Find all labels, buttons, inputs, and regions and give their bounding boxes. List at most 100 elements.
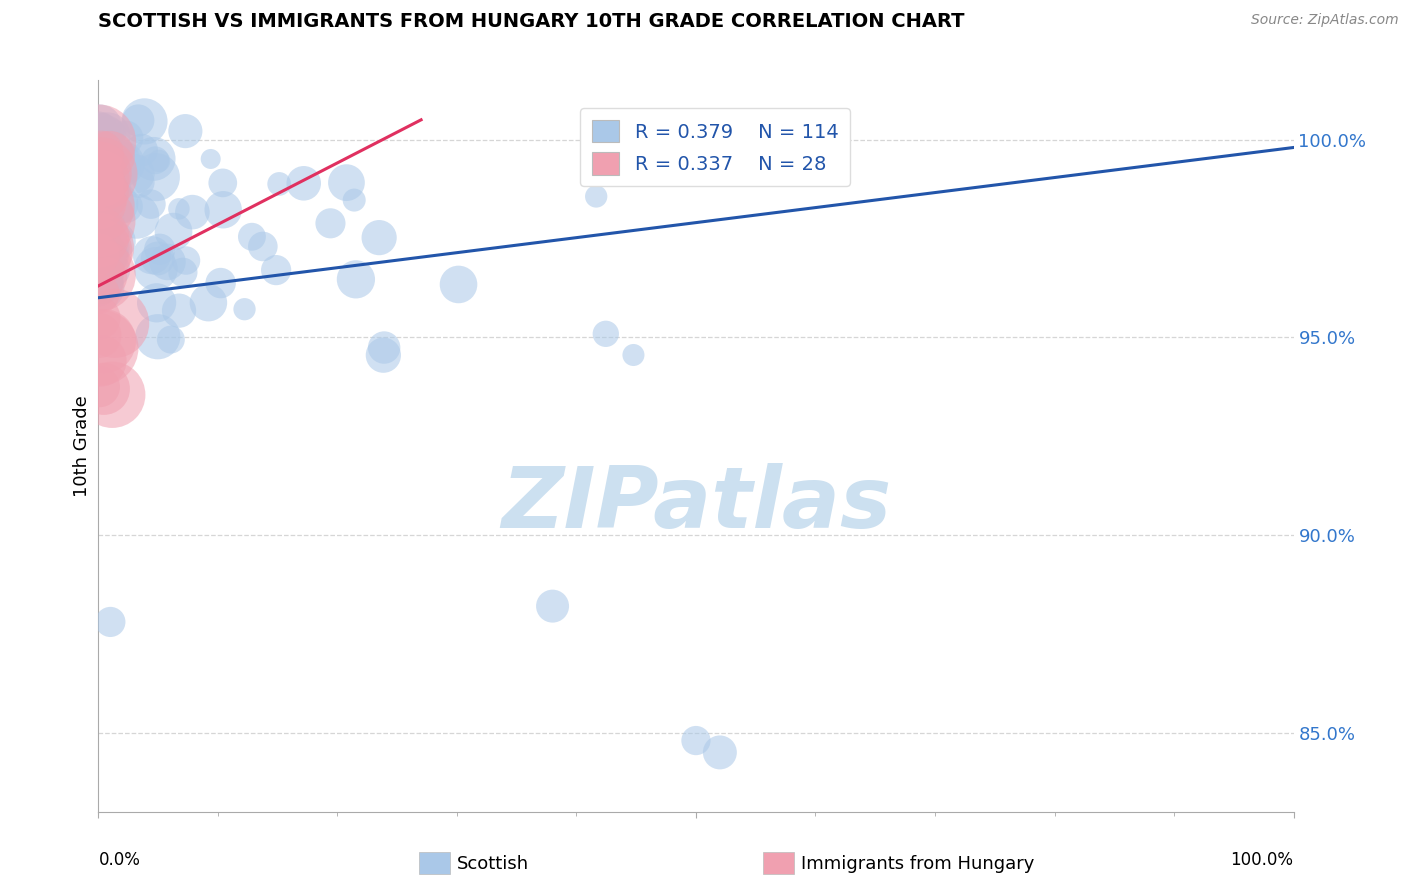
Text: SCOTTISH VS IMMIGRANTS FROM HUNGARY 10TH GRADE CORRELATION CHART: SCOTTISH VS IMMIGRANTS FROM HUNGARY 10TH… [98,12,965,31]
Text: 0.0%: 0.0% [98,851,141,869]
Point [90,233,112,247]
Point [87,226,110,240]
Point [110,157,132,171]
Point [87,249,110,263]
Point [87,135,110,149]
Point [89,277,111,292]
Y-axis label: 10th Grade: 10th Grade [73,395,91,497]
Point [585,189,607,203]
Point [595,326,617,341]
Point [167,202,190,216]
Point [172,265,194,279]
Point [87,230,110,244]
Point [93,382,115,396]
Point [115,131,138,145]
Point [131,143,153,157]
Point [105,196,128,211]
Point [96,126,118,140]
Point [90,120,112,135]
Point [90,245,112,260]
Point [125,209,148,223]
Point [97,219,120,234]
Point [87,194,110,208]
Point [100,127,122,141]
Point [89,213,111,227]
Point [91,276,114,290]
Point [368,230,391,244]
Text: Immigrants from Hungary: Immigrants from Hungary [801,855,1035,873]
Point [91,274,114,288]
Point [98,149,121,163]
Point [87,168,110,182]
Point [174,253,197,268]
Text: ZIPatlas: ZIPatlas [501,463,891,546]
Text: Source: ZipAtlas.com: Source: ZipAtlas.com [1251,13,1399,28]
Point [87,264,110,278]
Point [124,167,146,181]
Point [101,388,124,402]
Point [87,197,110,211]
Point [93,252,115,266]
Point [148,153,170,168]
Point [200,152,222,166]
Point [141,248,163,262]
Point [87,199,110,213]
Point [90,172,112,186]
Point [181,205,204,219]
Point [87,195,110,210]
Point [156,255,179,269]
Point [87,135,110,149]
Point [91,133,114,147]
Point [89,143,111,157]
Point [90,341,112,355]
Point [127,113,149,128]
Point [87,174,110,188]
Point [90,353,112,368]
Point [89,266,111,280]
Point [101,262,124,277]
Point [87,310,110,325]
Point [89,286,111,301]
Point [89,166,111,180]
Point [344,272,367,286]
Point [100,241,122,255]
Point [87,244,110,259]
Point [96,248,118,262]
Point [87,282,110,296]
Point [264,263,287,277]
Point [149,242,172,256]
Point [162,225,184,239]
Point [134,114,156,128]
Point [115,199,138,213]
Point [160,333,183,347]
Point [89,186,111,200]
Point [541,599,564,614]
Point [87,125,110,139]
Point [107,156,129,170]
Point [139,197,162,211]
Point [233,302,256,317]
Point [87,214,110,228]
Point [89,245,111,260]
Point [269,177,291,191]
Point [93,206,115,220]
Point [89,242,111,256]
Point [89,167,111,181]
Point [211,176,233,190]
Point [90,146,112,161]
Point [685,733,707,747]
Point [209,276,232,290]
Point [87,152,110,166]
Point [89,268,111,282]
Point [97,212,120,227]
Legend: R = 0.379    N = 114, R = 0.337    N = 28: R = 0.379 N = 114, R = 0.337 N = 28 [581,108,851,186]
Point [89,380,111,394]
Point [146,252,169,266]
Point [167,303,190,318]
Point [292,177,315,191]
Point [319,216,342,230]
Point [87,328,110,343]
Point [447,277,470,292]
Text: 100.0%: 100.0% [1230,851,1294,869]
Point [146,329,169,343]
